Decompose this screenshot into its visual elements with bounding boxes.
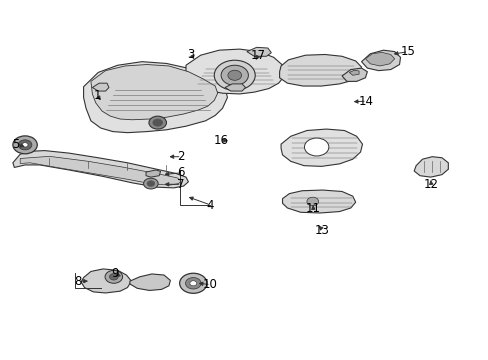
Circle shape	[13, 136, 37, 154]
Circle shape	[189, 281, 196, 286]
Text: 15: 15	[400, 45, 414, 58]
Circle shape	[143, 178, 158, 189]
Polygon shape	[81, 269, 131, 293]
Polygon shape	[246, 47, 271, 56]
Polygon shape	[361, 50, 400, 71]
Circle shape	[18, 140, 32, 150]
Polygon shape	[91, 64, 217, 120]
Circle shape	[153, 119, 162, 126]
Polygon shape	[146, 170, 160, 177]
Text: 11: 11	[305, 202, 320, 215]
Circle shape	[22, 143, 28, 147]
Circle shape	[227, 70, 241, 80]
Polygon shape	[92, 83, 109, 91]
Polygon shape	[185, 49, 284, 94]
Text: 3: 3	[187, 48, 194, 61]
Polygon shape	[83, 62, 227, 133]
Circle shape	[306, 197, 318, 206]
Text: 7: 7	[177, 178, 184, 191]
Polygon shape	[20, 156, 181, 185]
Polygon shape	[279, 54, 361, 86]
Text: 1: 1	[93, 89, 101, 102]
Polygon shape	[281, 129, 362, 166]
Circle shape	[147, 181, 155, 186]
Circle shape	[185, 278, 201, 289]
Text: 5: 5	[13, 138, 20, 150]
Text: 6: 6	[177, 166, 184, 179]
Polygon shape	[413, 157, 447, 177]
Circle shape	[109, 274, 118, 280]
Polygon shape	[282, 190, 355, 213]
Text: 4: 4	[206, 199, 214, 212]
Circle shape	[179, 273, 206, 293]
Polygon shape	[341, 68, 366, 81]
Circle shape	[221, 65, 248, 85]
Text: 16: 16	[213, 134, 228, 147]
Polygon shape	[348, 70, 358, 75]
Text: 2: 2	[177, 150, 184, 163]
Text: 14: 14	[358, 95, 373, 108]
Text: 12: 12	[423, 178, 437, 191]
Text: 10: 10	[203, 278, 217, 291]
Text: 8: 8	[74, 275, 81, 288]
Text: 9: 9	[111, 267, 119, 280]
Polygon shape	[91, 76, 113, 91]
Polygon shape	[365, 52, 394, 66]
Circle shape	[214, 60, 255, 90]
Polygon shape	[130, 274, 170, 291]
Circle shape	[149, 116, 166, 129]
Polygon shape	[224, 84, 245, 91]
Circle shape	[304, 138, 328, 156]
Circle shape	[105, 270, 122, 283]
Text: 17: 17	[250, 49, 265, 62]
Polygon shape	[13, 150, 188, 188]
Text: 13: 13	[314, 224, 329, 237]
